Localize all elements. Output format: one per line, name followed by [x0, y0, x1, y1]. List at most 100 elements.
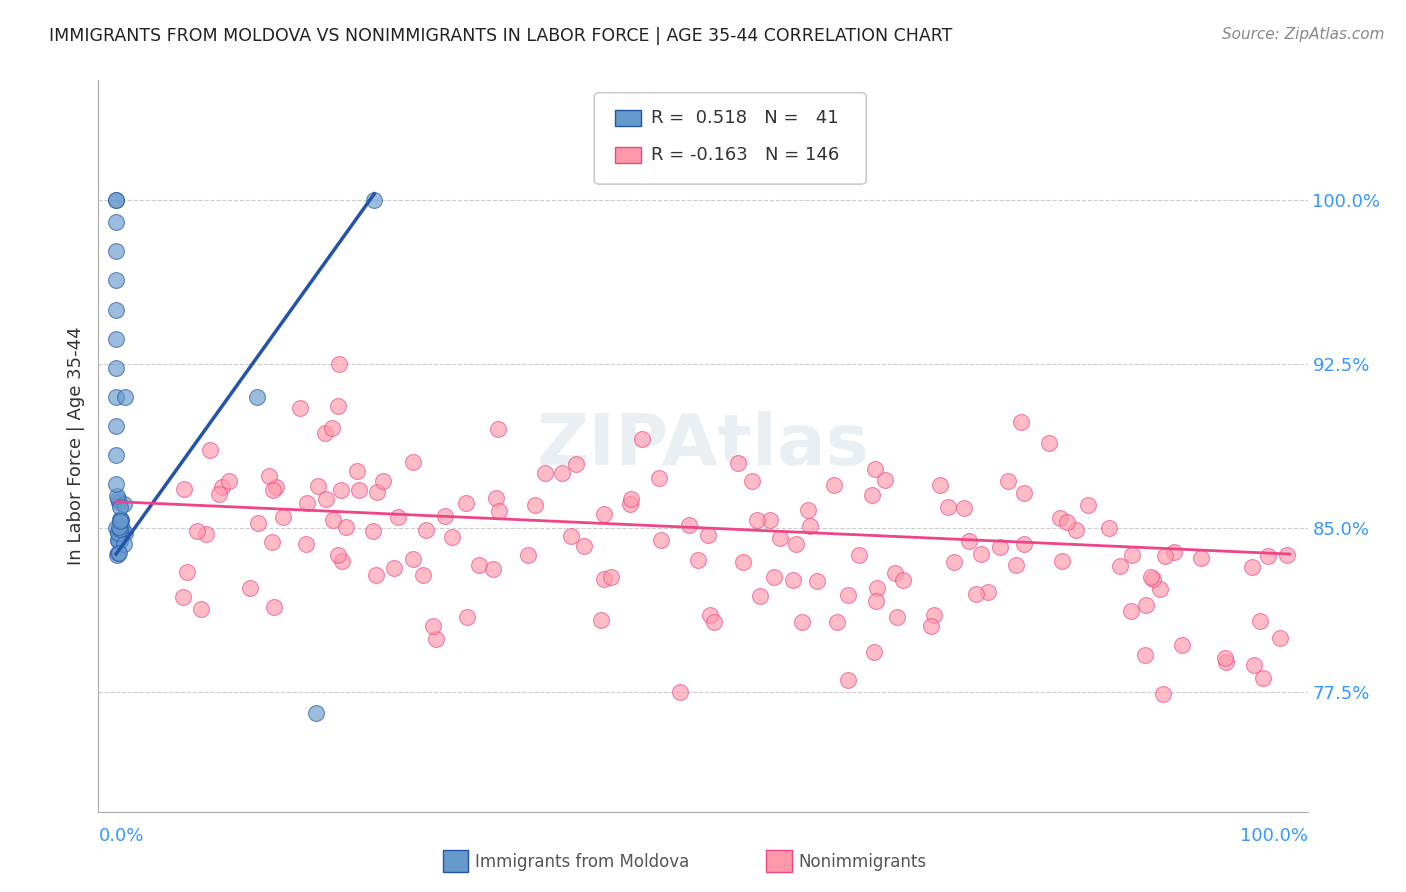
- Point: [863, 462, 886, 476]
- Point: [105, 244, 128, 259]
- Point: [1215, 650, 1237, 665]
- Text: Immigrants from Moldova: Immigrants from Moldova: [475, 853, 689, 871]
- Text: Source: ZipAtlas.com: Source: ZipAtlas.com: [1222, 27, 1385, 42]
- Point: [349, 483, 371, 497]
- Point: [1119, 604, 1142, 618]
- Point: [1257, 549, 1279, 563]
- Text: R = -0.163   N = 146: R = -0.163 N = 146: [651, 146, 839, 164]
- Point: [797, 503, 820, 517]
- Point: [589, 613, 612, 627]
- Point: [1133, 648, 1156, 663]
- Point: [107, 533, 129, 548]
- Point: [186, 524, 208, 538]
- Text: R =  0.518   N =   41: R = 0.518 N = 41: [651, 110, 838, 128]
- Point: [108, 512, 131, 526]
- Point: [110, 514, 132, 528]
- Point: [329, 483, 352, 498]
- Point: [105, 477, 128, 491]
- Point: [454, 496, 477, 510]
- Point: [1038, 436, 1060, 450]
- Point: [295, 537, 318, 551]
- Point: [593, 572, 616, 586]
- Point: [1109, 558, 1132, 573]
- Point: [741, 474, 763, 488]
- Point: [485, 491, 508, 506]
- Point: [314, 426, 336, 441]
- Point: [551, 467, 574, 481]
- Point: [488, 504, 510, 518]
- Point: [953, 501, 976, 516]
- Point: [1010, 415, 1032, 429]
- Point: [173, 482, 195, 496]
- Point: [105, 194, 128, 208]
- Point: [862, 488, 884, 502]
- Point: [110, 525, 132, 540]
- Point: [315, 492, 337, 507]
- Point: [246, 390, 269, 404]
- Point: [290, 401, 312, 416]
- Point: [1171, 638, 1194, 652]
- Bar: [614, 147, 641, 163]
- Point: [1050, 554, 1073, 568]
- Point: [959, 534, 981, 549]
- Point: [988, 541, 1011, 555]
- Point: [402, 552, 425, 566]
- Point: [848, 548, 870, 562]
- Text: 0.0%: 0.0%: [98, 827, 143, 845]
- Point: [105, 215, 128, 229]
- Point: [107, 491, 129, 506]
- Point: [799, 518, 821, 533]
- Point: [111, 521, 134, 535]
- Point: [1249, 615, 1271, 629]
- Point: [382, 561, 405, 575]
- Text: 100.0%: 100.0%: [1240, 827, 1308, 845]
- Point: [747, 513, 769, 527]
- Point: [560, 529, 582, 543]
- Point: [387, 510, 409, 524]
- Point: [486, 422, 509, 436]
- Point: [866, 581, 889, 595]
- Point: [114, 525, 136, 540]
- Point: [239, 582, 262, 596]
- Point: [335, 520, 357, 534]
- Point: [759, 513, 782, 527]
- Point: [107, 533, 129, 547]
- Point: [1189, 550, 1212, 565]
- Point: [105, 390, 128, 404]
- Point: [929, 478, 952, 492]
- Point: [412, 568, 434, 582]
- Point: [176, 566, 198, 580]
- Point: [837, 588, 859, 602]
- Point: [346, 464, 368, 478]
- Point: [699, 608, 721, 623]
- Point: [482, 562, 505, 576]
- Point: [260, 535, 283, 549]
- Point: [105, 419, 128, 434]
- Point: [105, 273, 128, 287]
- Point: [1012, 485, 1035, 500]
- Point: [920, 618, 942, 632]
- Point: [105, 360, 128, 375]
- Point: [827, 615, 849, 630]
- Point: [425, 632, 447, 646]
- Bar: [614, 111, 641, 127]
- Point: [1268, 631, 1291, 645]
- Point: [246, 516, 269, 530]
- Point: [648, 471, 671, 485]
- Point: [1140, 570, 1163, 584]
- Point: [218, 474, 240, 488]
- Point: [703, 615, 725, 629]
- Point: [107, 526, 129, 541]
- Point: [1066, 523, 1088, 537]
- Point: [207, 486, 229, 500]
- FancyBboxPatch shape: [595, 93, 866, 184]
- Point: [1014, 537, 1036, 551]
- Point: [1077, 498, 1099, 512]
- Point: [105, 489, 128, 503]
- Point: [1135, 599, 1157, 613]
- Point: [686, 553, 709, 567]
- Point: [863, 645, 886, 659]
- Point: [593, 507, 616, 521]
- Point: [893, 574, 915, 588]
- Point: [922, 607, 945, 622]
